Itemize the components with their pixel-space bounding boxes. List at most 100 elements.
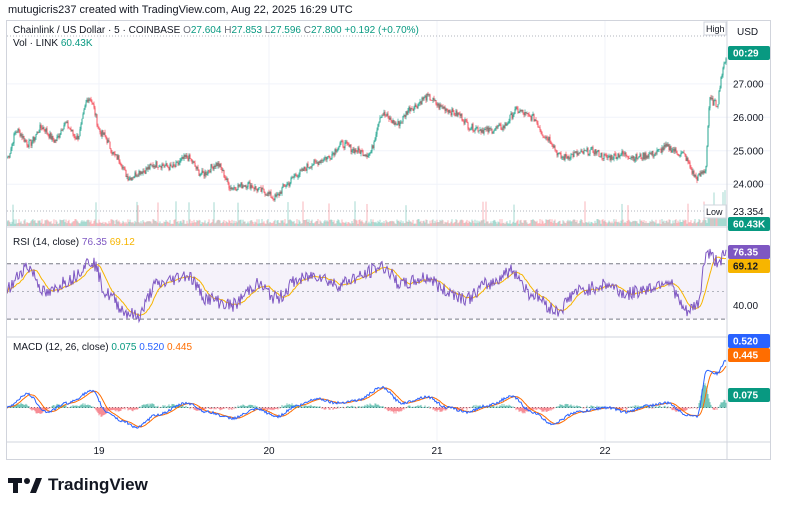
volume-bar <box>529 223 531 226</box>
volume-bar <box>651 219 653 226</box>
volume-bar <box>32 219 34 226</box>
volume-bar <box>698 219 700 226</box>
volume-bar <box>369 223 371 226</box>
volume-bar <box>96 222 98 226</box>
volume-bar <box>82 221 84 226</box>
volume-bar <box>604 220 606 226</box>
volume-bar <box>68 219 70 226</box>
volume-bar <box>702 220 704 226</box>
macd-hist-bar <box>473 405 475 408</box>
candle-body <box>29 140 31 141</box>
macd-hist-bar <box>243 405 245 408</box>
macd-hist-bar <box>618 407 620 409</box>
macd-hist-bar <box>101 407 103 417</box>
candle-body <box>462 120 464 122</box>
macd-hist-bar <box>263 407 265 410</box>
macd-hist-bar <box>629 406 631 408</box>
candle-body <box>532 113 534 116</box>
candle-body <box>688 162 690 163</box>
volume-bar <box>701 222 703 226</box>
macd-hist-bar <box>571 405 573 408</box>
tradingview-brand[interactable]: TradingView <box>8 475 148 495</box>
volume-bar <box>107 223 109 226</box>
chart-frame[interactable]: 24.000 25.000 26.000 27.000 40.00 USD 19 20 21 2… <box>6 20 771 460</box>
candle-body <box>634 159 636 161</box>
rsi-tick-label: 40.00 <box>733 301 758 312</box>
volume-bar <box>320 221 322 226</box>
volume-bar <box>317 219 319 226</box>
macd-hist-bar <box>13 405 15 408</box>
volume-bar <box>158 223 160 226</box>
volume-bar <box>382 223 384 226</box>
candle-body <box>553 145 555 148</box>
macd-hist-bar <box>582 407 584 409</box>
candle-body <box>35 134 37 138</box>
volume-bar <box>136 201 138 226</box>
candle-body <box>150 163 152 165</box>
macd-hist-bar <box>379 406 381 408</box>
macd-hist-bar <box>302 406 304 408</box>
macd-hist-bar <box>207 407 209 408</box>
macd-hist-bar <box>46 407 48 411</box>
volume-bar <box>73 221 75 226</box>
candle-body <box>556 150 558 156</box>
candle-body <box>147 166 149 170</box>
macd-hist-bar <box>575 406 577 408</box>
volume-bar <box>405 205 407 226</box>
macd-hist-bar <box>495 406 497 408</box>
volume-bar <box>106 223 108 226</box>
candle-body <box>518 112 520 113</box>
candle-body <box>132 177 134 179</box>
candle-body <box>645 153 647 159</box>
volume-bar <box>484 223 486 226</box>
candle-body <box>505 123 507 126</box>
candle-body <box>329 156 331 160</box>
candle-body <box>244 185 246 187</box>
volume-bar <box>378 222 380 226</box>
volume-bar <box>361 220 363 226</box>
volume-bar <box>134 220 136 226</box>
macd-hist-bar <box>418 406 420 408</box>
macd-hist-bar <box>196 407 198 411</box>
candle-body <box>157 167 159 168</box>
volume-bar <box>63 219 65 226</box>
volume-bar <box>492 220 494 226</box>
macd-hist-bar <box>401 407 403 411</box>
volume-bar <box>26 222 28 226</box>
candle-body <box>605 154 607 156</box>
macd-hist-bar <box>149 403 151 408</box>
candle-body <box>667 144 669 147</box>
volume-bar <box>418 219 420 226</box>
macd-hist-bar <box>360 407 362 409</box>
candle-body <box>420 101 422 105</box>
candle-body <box>18 128 20 131</box>
macd-hist-bar <box>91 406 93 408</box>
candle-body <box>417 103 419 109</box>
candle-body <box>357 147 359 153</box>
candle-body <box>436 104 438 106</box>
volume-bar <box>681 221 683 226</box>
candle-body <box>615 154 617 159</box>
macd-hist-bar <box>148 405 150 408</box>
volume-bar <box>392 221 394 226</box>
candle-body <box>581 150 583 152</box>
macd-hist-bar <box>579 406 581 408</box>
volume-bar <box>376 223 378 226</box>
candle-body <box>504 123 506 129</box>
candle-body <box>281 187 283 194</box>
volume-bar <box>626 220 628 226</box>
volume-bar <box>499 219 501 226</box>
candle-body <box>452 108 454 112</box>
candle-body <box>346 141 348 144</box>
macd-hist-bar <box>502 406 504 408</box>
volume-bar <box>315 221 317 226</box>
candle-body <box>663 144 665 151</box>
macd-hist-bar <box>558 405 560 408</box>
macd-hist-bar <box>352 406 354 408</box>
macd-hist-bar <box>374 403 376 408</box>
candle-body <box>326 156 328 160</box>
volume-bar <box>185 223 187 226</box>
candle-body <box>718 91 720 105</box>
volume-bar <box>559 220 561 226</box>
